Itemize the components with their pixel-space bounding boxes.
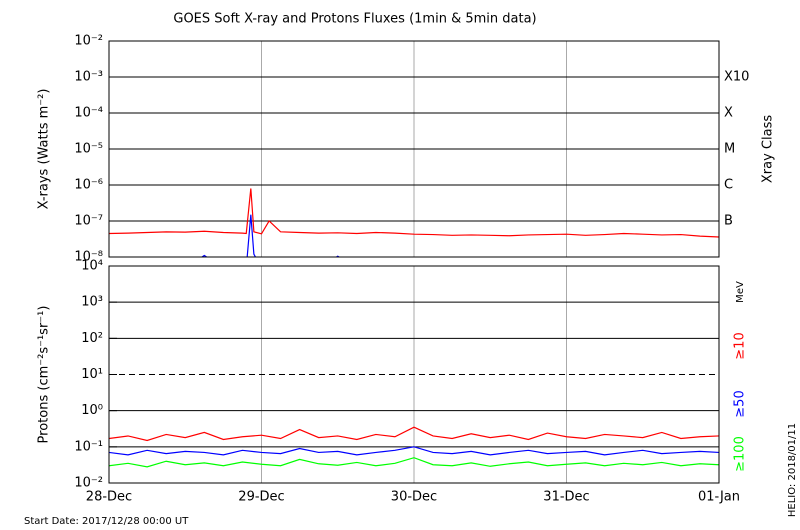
x-tick-label: 29-Dec — [238, 490, 284, 505]
class-label: X10 — [724, 70, 749, 85]
y-tick-label: 10⁻³ — [74, 70, 103, 85]
class-label: B — [724, 214, 733, 229]
legend-label: ≥100 — [733, 436, 748, 472]
x-tick-label: 31-Dec — [543, 490, 589, 505]
y-tick-label: 10³ — [81, 295, 103, 310]
y-tick-label: 10⁰ — [81, 403, 103, 418]
start-date: Start Date: 2017/12/28 00:00 UT — [24, 516, 189, 527]
credit: HELIO: 2018/01/11 — [787, 423, 798, 517]
y-axis-label: Protons (cm⁻²s⁻¹sr⁻¹) — [37, 306, 52, 444]
series-line — [109, 457, 719, 468]
unit-label: MeV — [735, 281, 746, 303]
class-label: C — [724, 178, 733, 193]
y-tick-label: 10² — [81, 331, 103, 346]
y-tick-label: 10⁻⁵ — [74, 142, 103, 157]
y-tick-label: 10¹ — [81, 367, 103, 382]
frame — [108, 265, 720, 484]
plot-area — [109, 426, 719, 468]
class-label: M — [724, 142, 735, 157]
y-tick-label: 10⁴ — [81, 259, 103, 274]
chart-title: GOES Soft X-ray and Protons Fluxes (1min… — [173, 12, 536, 27]
plot-area — [109, 188, 719, 257]
x-tick-label: 30-Dec — [391, 490, 437, 505]
frame — [108, 40, 720, 258]
series-line — [109, 446, 719, 456]
y-tick-label: 10⁻⁷ — [74, 214, 103, 229]
y-tick-label: 10⁻² — [74, 34, 103, 49]
class-label: X — [724, 106, 733, 121]
x-tick-label: 28-Dec — [86, 490, 132, 505]
series-line — [109, 426, 719, 442]
y-axis-label: X-rays (Watts m⁻²) — [37, 89, 52, 210]
legend-label: ≥10 — [733, 332, 748, 359]
y-tick-label: 10⁻⁴ — [74, 106, 103, 121]
y2-label: Xray Class — [761, 115, 776, 183]
y-tick-label: 10⁻⁸ — [74, 250, 103, 265]
series-line — [109, 188, 719, 238]
y-tick-label: 10⁻² — [74, 476, 103, 491]
legend-label: ≥50 — [733, 390, 748, 417]
y-tick-label: 10⁻¹ — [74, 439, 103, 454]
y-tick-label: 10⁻⁶ — [74, 178, 103, 193]
x-tick-label: 01-Jan — [698, 490, 740, 505]
